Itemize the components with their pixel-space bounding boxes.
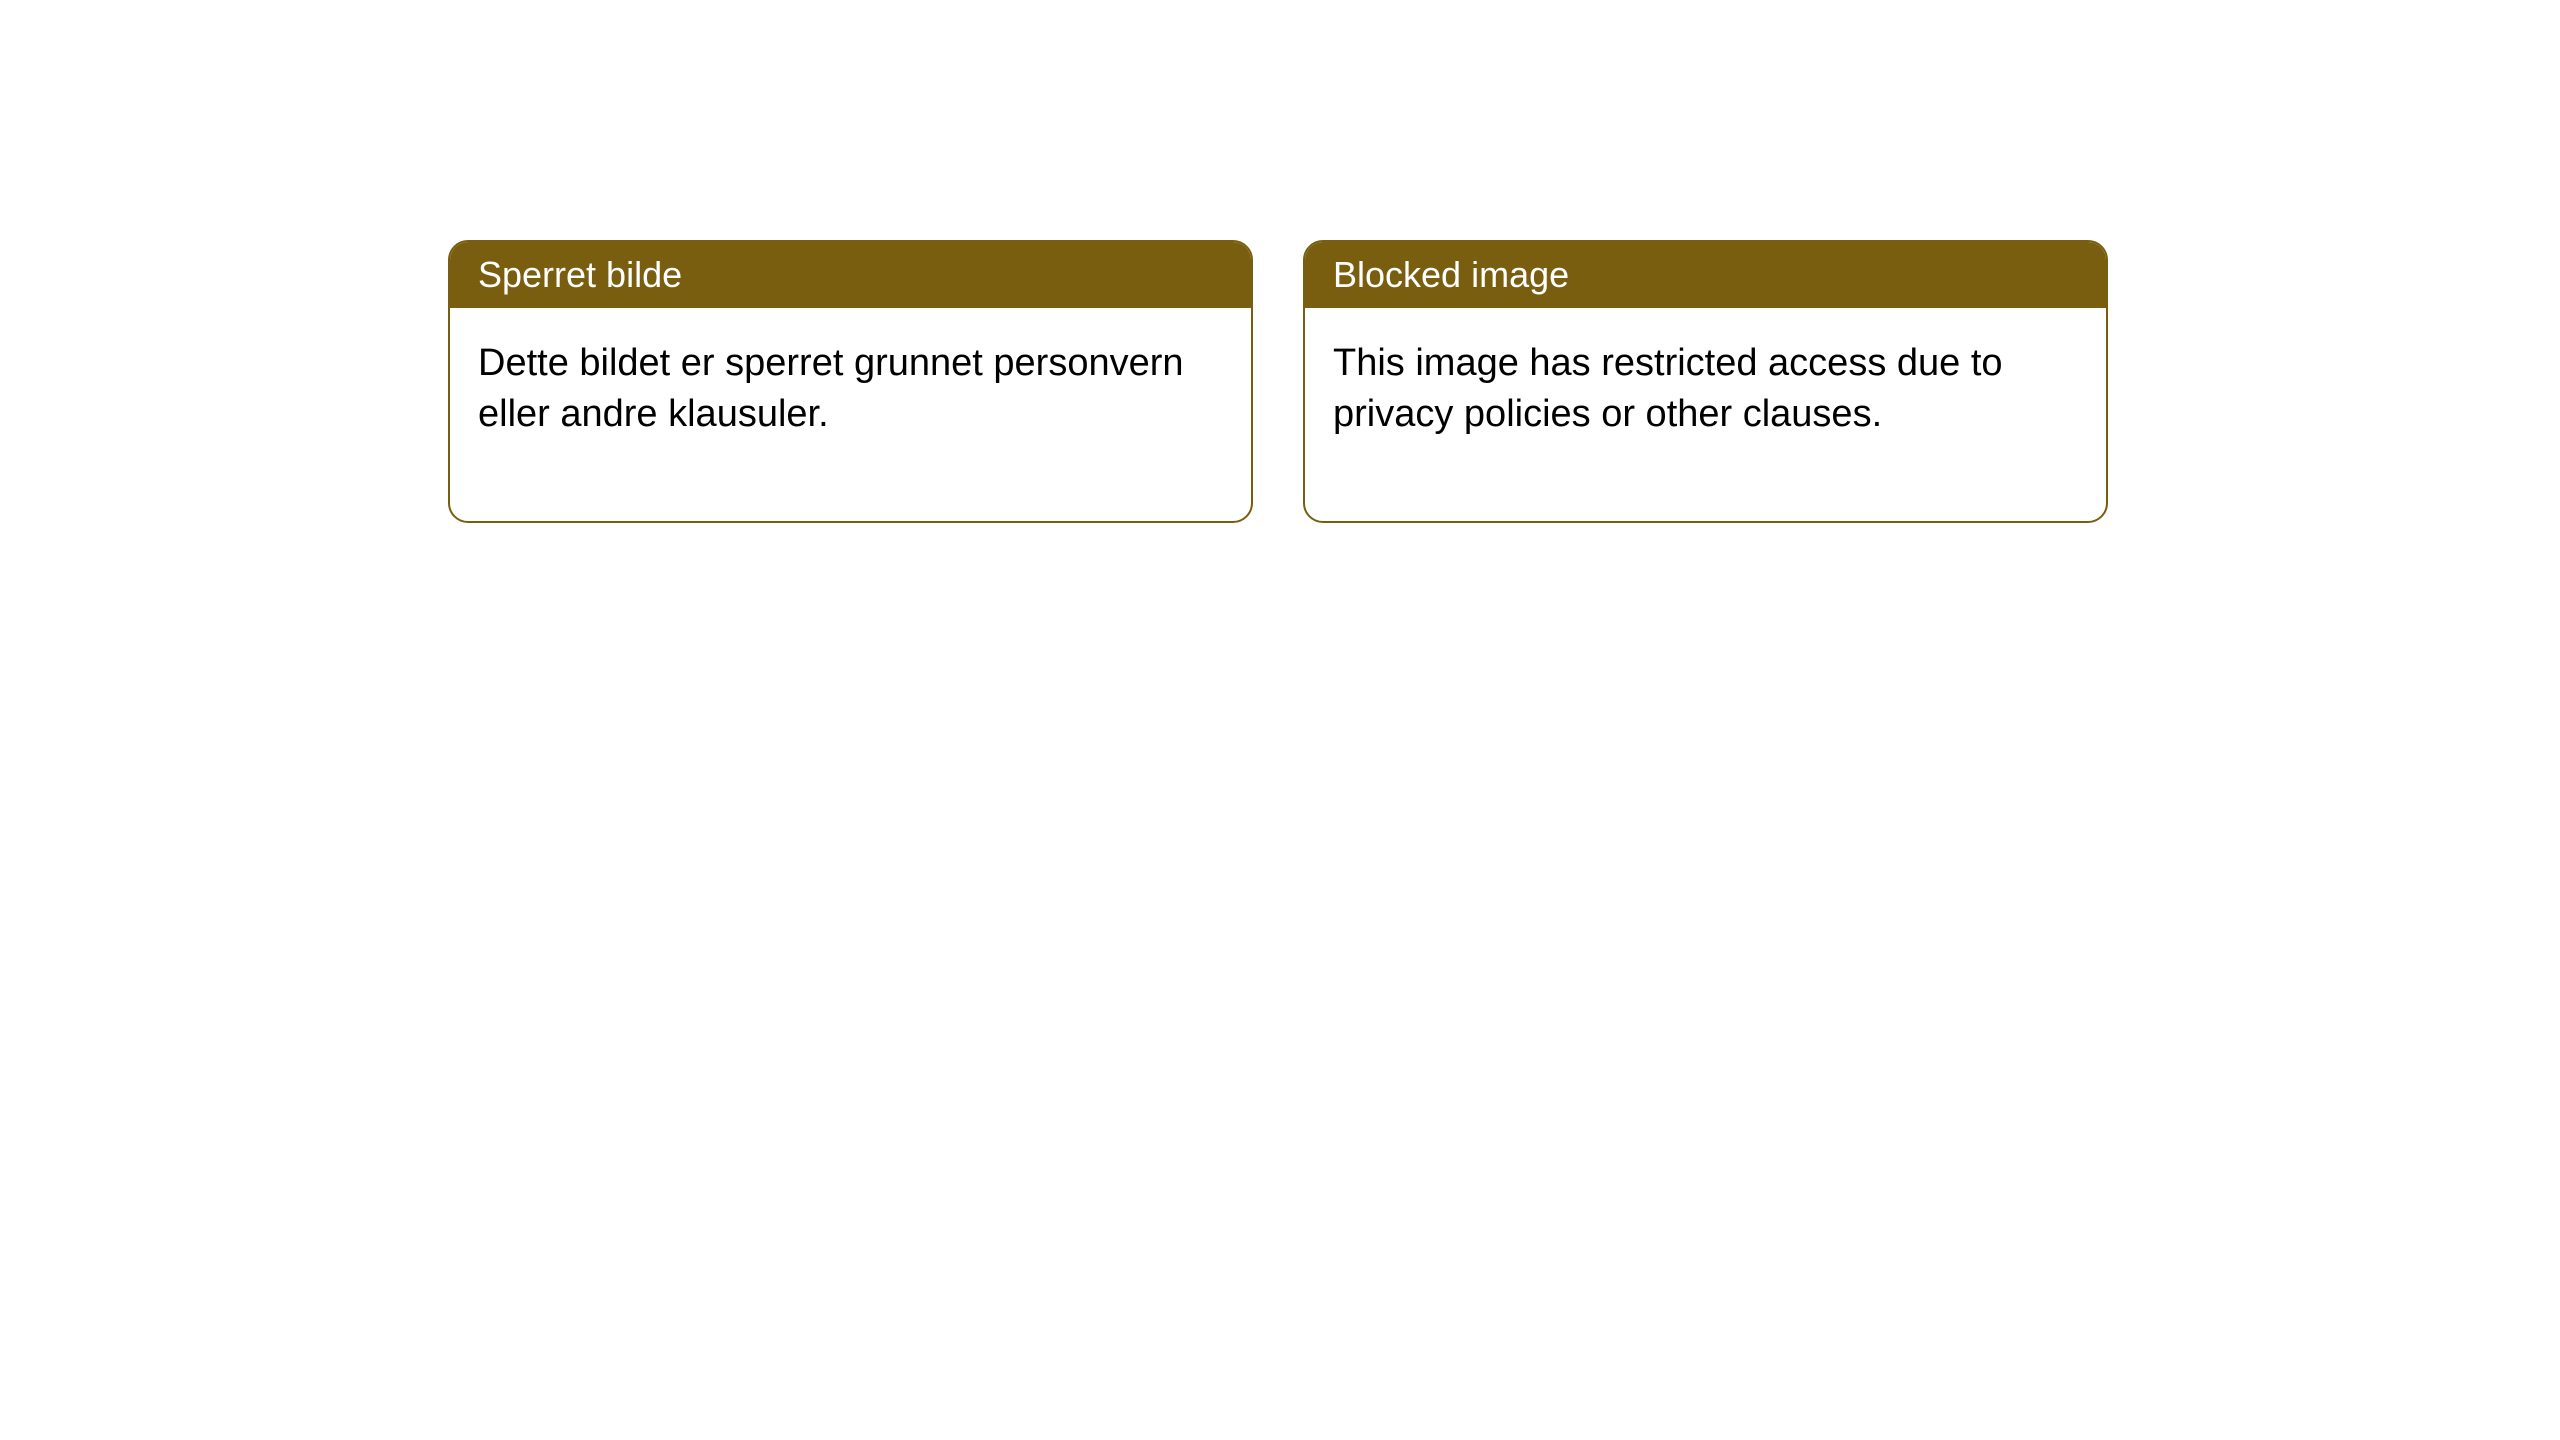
- notice-box-norwegian: Sperret bilde Dette bildet er sperret gr…: [448, 240, 1253, 523]
- notice-container: Sperret bilde Dette bildet er sperret gr…: [0, 0, 2560, 523]
- notice-title-english: Blocked image: [1333, 254, 1569, 295]
- notice-text-english: This image has restricted access due to …: [1333, 342, 2003, 435]
- notice-body-english: This image has restricted access due to …: [1305, 308, 2106, 521]
- notice-text-norwegian: Dette bildet er sperret grunnet personve…: [478, 342, 1184, 435]
- notice-header-norwegian: Sperret bilde: [450, 242, 1251, 308]
- notice-title-norwegian: Sperret bilde: [478, 254, 682, 295]
- notice-body-norwegian: Dette bildet er sperret grunnet personve…: [450, 308, 1251, 521]
- notice-header-english: Blocked image: [1305, 242, 2106, 308]
- notice-box-english: Blocked image This image has restricted …: [1303, 240, 2108, 523]
